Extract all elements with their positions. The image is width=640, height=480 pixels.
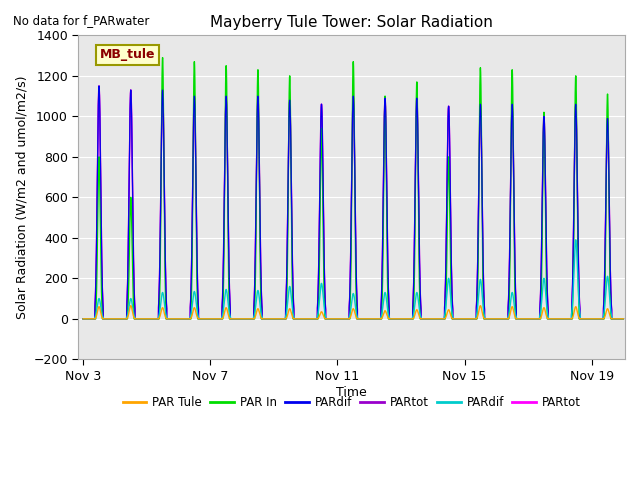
Title: Mayberry Tule Tower: Solar Radiation: Mayberry Tule Tower: Solar Radiation xyxy=(210,15,493,30)
Y-axis label: Solar Radiation (W/m2 and umol/m2/s): Solar Radiation (W/m2 and umol/m2/s) xyxy=(15,75,28,319)
Text: No data for f_PARwater: No data for f_PARwater xyxy=(13,14,149,27)
X-axis label: Time: Time xyxy=(336,385,367,398)
Text: MB_tule: MB_tule xyxy=(100,48,156,61)
Legend: PAR Tule, PAR In, PARdif, PARtot, PARdif, PARtot: PAR Tule, PAR In, PARdif, PARtot, PARdif… xyxy=(118,391,586,413)
